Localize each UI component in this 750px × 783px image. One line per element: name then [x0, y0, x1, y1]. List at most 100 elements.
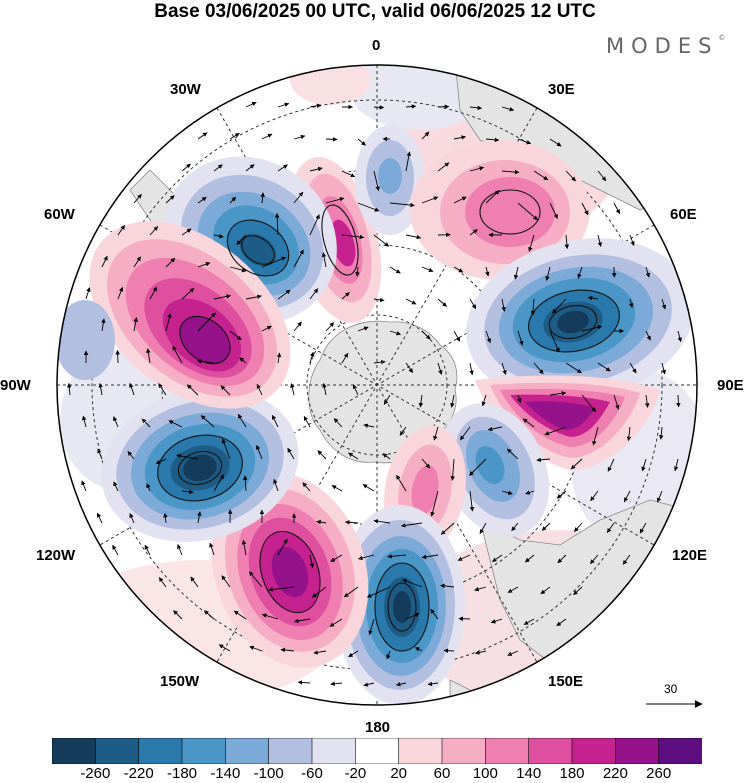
wind-vector-arrow — [581, 394, 597, 413]
colorbar — [52, 738, 702, 764]
wind-vector-arrow — [220, 385, 231, 396]
wind-vector-arrow — [469, 105, 483, 111]
lon-label-90e: 90E — [717, 377, 744, 394]
wind-vector-arrow — [597, 170, 607, 182]
wind-vector-arrow — [544, 426, 567, 436]
wind-vector-arrow — [513, 266, 519, 280]
colorbar-tick-label: 180 — [559, 765, 585, 782]
colorbar-tick-label: -140 — [210, 765, 241, 782]
wind-vector-arrow — [261, 325, 272, 332]
brand-mark: © — [718, 34, 726, 42]
anomaly-negative-110w — [101, 388, 299, 542]
wind-vector-arrow — [479, 522, 487, 534]
wind-vector-arrow — [237, 413, 247, 428]
wind-vector-arrow — [344, 520, 359, 525]
wind-vector-arrow — [639, 522, 647, 534]
wind-vector-arrow — [268, 586, 295, 592]
wind-vector-arrow — [469, 458, 487, 476]
wind-vector-arrow — [163, 512, 168, 524]
wind-vector-arrow — [101, 255, 108, 268]
wind-vector-arrow — [309, 554, 315, 568]
colorbar-tick-label: -60 — [301, 765, 323, 782]
colorbar-swatch — [398, 738, 443, 764]
wind-vector-arrow — [396, 474, 407, 492]
wind-vector-arrow — [325, 197, 345, 204]
wind-vector-arrow — [590, 554, 599, 565]
colorbar-tick-label: 20 — [390, 765, 407, 782]
wind-vector-arrow — [530, 298, 536, 316]
wind-vector-arrow — [117, 286, 124, 300]
wind-vector-arrow — [313, 650, 327, 655]
wind-vector-arrow — [373, 359, 386, 365]
wind-vector-arrow — [450, 394, 455, 408]
wind-vector-arrow — [565, 170, 576, 182]
wind-vector-arrow — [197, 132, 208, 140]
wind-vector-arrow — [457, 554, 471, 561]
wind-vector-arrow — [645, 266, 651, 278]
wind-vector-arrow — [485, 330, 492, 344]
wind-vector-arrow — [101, 318, 106, 332]
wind-vector-arrow — [113, 416, 119, 428]
wind-vector-arrow — [474, 586, 487, 592]
colorbar-tick-label: -180 — [166, 765, 198, 782]
wind-vector-arrow — [485, 266, 490, 277]
wind-vector-arrow — [492, 554, 503, 562]
wind-vector-arrow — [443, 648, 455, 653]
wind-vector-arrow — [133, 317, 138, 332]
wind-vector-arrow — [129, 513, 135, 524]
lon-label-60w: 60W — [44, 206, 75, 223]
wind-vector-arrow — [501, 362, 507, 375]
lon-label-150e: 150E — [548, 673, 584, 690]
wind-vector-arrow — [293, 134, 306, 140]
colorbar-tick-label: 100 — [472, 765, 498, 782]
wind-vector-arrow — [545, 266, 551, 281]
wind-vector-arrow — [155, 458, 167, 464]
wind-vector-arrow — [474, 650, 487, 655]
wind-vector-arrow — [501, 169, 520, 175]
wind-vector-arrow — [421, 196, 439, 204]
wind-vector-arrow — [453, 196, 467, 204]
wind-vector-arrow — [200, 415, 215, 428]
lon-label-180: 180 — [365, 719, 391, 736]
anomaly-negative-135e — [440, 403, 550, 537]
lon-label-30w: 30W — [170, 81, 201, 98]
wind-vector-arrow — [213, 233, 224, 239]
colorbar-swatch — [181, 738, 227, 764]
wind-vector-arrow — [341, 170, 356, 178]
wind-vector-arrow — [66, 382, 72, 396]
wind-vector-arrow — [209, 542, 215, 556]
wind-vector-arrow — [433, 426, 439, 441]
wind-vector-arrow — [181, 228, 192, 236]
colorbar-tick-label: -220 — [123, 765, 154, 782]
wind-vector-arrow — [197, 511, 202, 524]
wind-vector-arrow — [661, 298, 667, 310]
wind-vector-arrow — [430, 608, 439, 620]
wind-vector-arrow — [522, 418, 535, 428]
wind-vector-arrow — [641, 458, 647, 472]
colorbar-swatch — [311, 738, 357, 764]
wind-vector-arrow — [644, 394, 650, 408]
wind-vector-arrow — [144, 544, 151, 556]
wind-vector-arrow — [437, 298, 447, 307]
wind-vector-arrow — [343, 586, 359, 598]
wind-vector-arrow — [113, 481, 119, 492]
anomaly-positive-30e — [410, 140, 590, 280]
wind-vector-arrow — [348, 650, 359, 658]
wind-vector-arrow — [524, 554, 535, 563]
wind-vector-arrow — [573, 586, 583, 596]
wind-vector-arrow — [277, 164, 288, 172]
wind-vector-arrow — [481, 394, 487, 407]
wind-vector-arrow — [405, 612, 420, 620]
wind-vector-arrow — [629, 234, 635, 247]
wind-vector-arrow — [221, 438, 231, 460]
wind-vector-arrow — [241, 539, 247, 556]
wind-vector-arrow — [373, 297, 385, 303]
colorbar-swatch — [52, 738, 97, 764]
wind-vector-arrow — [146, 348, 151, 364]
wind-vector-arrow — [501, 106, 515, 112]
modes-logo: MODES© — [606, 34, 725, 58]
wind-vector-arrow — [341, 352, 349, 364]
wind-vector-arrow — [329, 618, 343, 627]
wind-vector-arrow — [186, 384, 199, 396]
wind-vector-arrow — [405, 298, 417, 305]
